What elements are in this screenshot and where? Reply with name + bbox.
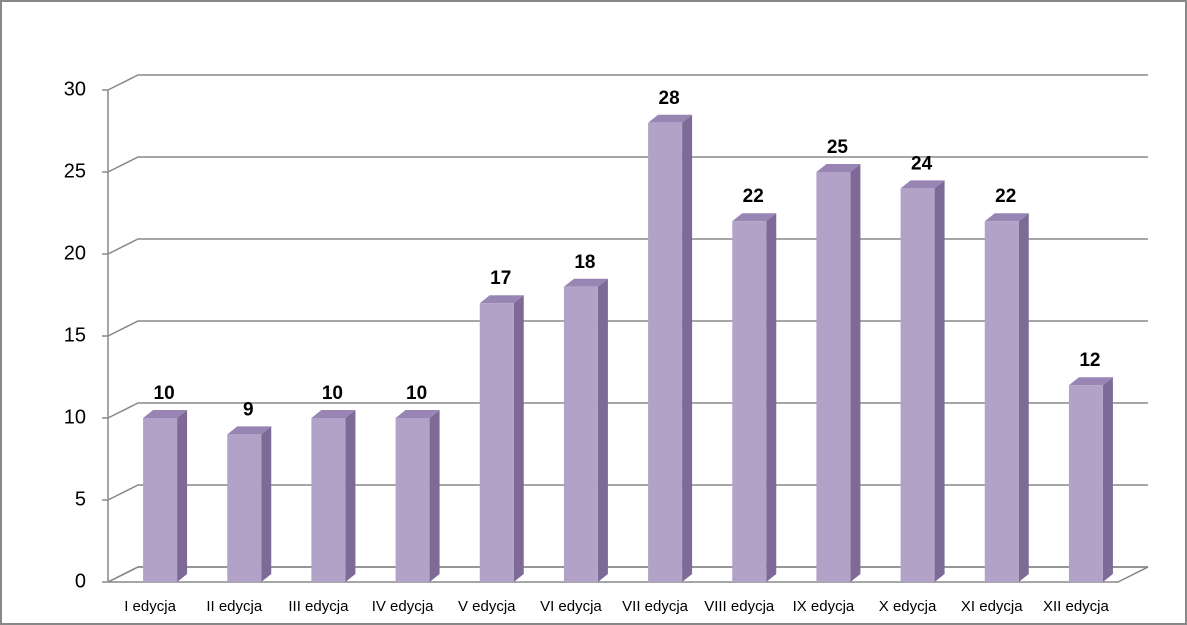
x-tick-label: VI edycja — [540, 598, 602, 615]
data-label: 10 — [322, 383, 343, 404]
data-label: 28 — [659, 88, 680, 109]
x-tick-label: II edycja — [206, 598, 263, 615]
bar-side — [345, 410, 355, 582]
y-tick-label: 15 — [64, 324, 86, 346]
bar-front — [901, 188, 935, 582]
bar-side — [598, 279, 608, 582]
bar-side — [935, 180, 945, 582]
data-label: 17 — [490, 268, 511, 289]
y-tick-label: 25 — [64, 160, 86, 182]
bar-side — [1103, 377, 1113, 582]
y-tick-label: 0 — [75, 570, 86, 592]
bar — [143, 410, 187, 582]
bar-side — [514, 295, 524, 582]
bar — [311, 410, 355, 582]
bar-side — [261, 426, 271, 582]
bar — [816, 164, 860, 582]
bar-front — [396, 418, 430, 582]
data-label: 10 — [406, 383, 427, 404]
y-tick-label: 20 — [64, 242, 86, 264]
bar-front — [564, 287, 598, 582]
bar-side — [177, 410, 187, 582]
bar-front — [1069, 385, 1103, 582]
data-label: 9 — [243, 399, 254, 420]
y-tick-label: 5 — [75, 488, 86, 510]
x-tick-label: IX edycja — [793, 598, 855, 615]
data-label: 18 — [574, 252, 595, 273]
bar-front — [480, 303, 514, 582]
bar-front — [816, 172, 850, 582]
x-tick-label: XII edycja — [1043, 598, 1110, 615]
bar — [901, 180, 945, 582]
chart: 0 5 10 15 20 25 30 I edycja 10 II edycja 9 III edyc… — [0, 0, 1187, 625]
x-tick-label: III edycja — [288, 598, 349, 615]
y-tick-label: 30 — [64, 78, 86, 100]
bar — [396, 410, 440, 582]
data-label: 22 — [743, 186, 764, 207]
x-tick-label: VIII edycja — [704, 598, 775, 615]
x-tick-label: V edycja — [458, 598, 516, 615]
x-tick-label: IV edycja — [372, 598, 434, 615]
bar — [227, 426, 271, 582]
bar-front — [143, 418, 177, 582]
bar-side — [430, 410, 440, 582]
bar-side — [766, 213, 776, 582]
data-label: 10 — [154, 383, 175, 404]
bar-side — [1019, 213, 1029, 582]
bar-side — [682, 115, 692, 582]
bar-front — [648, 123, 682, 582]
bar — [732, 213, 776, 582]
x-tick-label: X edycja — [879, 598, 937, 615]
x-tick-label: I edycja — [124, 598, 176, 615]
x-tick-label: VII edycja — [622, 598, 689, 615]
bar — [985, 213, 1029, 582]
bar — [648, 115, 692, 582]
bar-front — [732, 221, 766, 582]
data-label: 12 — [1079, 350, 1100, 371]
y-tick-label: 10 — [64, 406, 86, 428]
data-label: 22 — [995, 186, 1016, 207]
data-label: 24 — [911, 153, 933, 174]
bar — [564, 279, 608, 582]
page: 0 5 10 15 20 25 30 I edycja 10 II edycja 9 III edyc… — [0, 0, 1187, 625]
bar-front — [311, 418, 345, 582]
bar-side — [850, 164, 860, 582]
x-tick-label: XI edycja — [961, 598, 1023, 615]
bar — [1069, 377, 1113, 582]
bar-front — [227, 434, 261, 582]
bar — [480, 295, 524, 582]
data-label: 25 — [827, 137, 849, 158]
bar-front — [985, 221, 1019, 582]
